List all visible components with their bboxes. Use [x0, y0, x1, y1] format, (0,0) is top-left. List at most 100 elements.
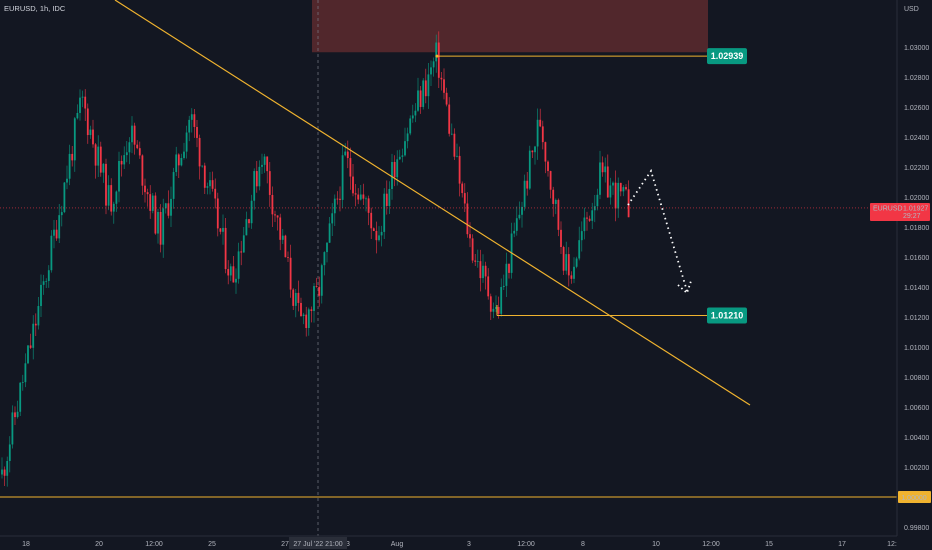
candle-body: [404, 141, 406, 156]
candle-body: [560, 229, 562, 248]
candle-body: [11, 412, 14, 445]
candle-body: [164, 203, 167, 209]
crosshair-time-label: 27 Jul '22 21:00: [293, 541, 342, 548]
candle-body: [120, 160, 123, 165]
candle-body: [544, 142, 547, 162]
candle-body: [318, 286, 321, 296]
current-price-box: [870, 202, 930, 221]
candle-body: [479, 261, 482, 279]
candle-body: [40, 284, 42, 307]
time-axis[interactable]: 18 20 12:00 25 27 3 Aug 3 12:00 8 10 12:00 15 17 12:: [22, 541, 897, 548]
candle-body: [232, 266, 235, 283]
candle-body: [430, 67, 432, 75]
candle-body: [268, 171, 271, 195]
projection-path[interactable]: [627, 168, 688, 292]
trendline[interactable]: [114, 0, 751, 406]
candles: [1, 31, 630, 487]
candle-body: [302, 314, 305, 317]
candle-body: [99, 146, 102, 173]
candle-body: [409, 118, 412, 134]
candle-body: [198, 137, 201, 167]
candle-body: [263, 156, 266, 165]
price-tick-label: 1.02400: [904, 135, 929, 142]
candle-body: [92, 129, 94, 145]
time-tick-label: 20: [95, 541, 103, 548]
candle-body: [206, 186, 209, 188]
candle-body: [580, 231, 583, 241]
candle-body: [1, 469, 3, 475]
candle-body: [417, 90, 419, 111]
candle-body: [279, 217, 282, 240]
candle-body: [492, 308, 495, 312]
current-price-value: 1.01927: [903, 205, 928, 212]
candle-body: [461, 183, 464, 194]
candle-body: [188, 119, 191, 133]
candle-body: [53, 229, 55, 236]
candle-body: [307, 309, 310, 329]
candle-body: [591, 210, 594, 221]
candle-body: [557, 199, 560, 230]
candle-body: [432, 61, 435, 68]
candle-body: [136, 144, 139, 149]
candle-body: [58, 215, 61, 239]
candle-body: [609, 185, 612, 198]
candle-body: [6, 460, 9, 476]
candle-body: [170, 198, 172, 216]
candle-body: [216, 198, 219, 229]
level-label-high[interactable]: 1.02939: [707, 48, 747, 65]
price-tick-label: 1.02200: [904, 165, 929, 172]
candle-body: [214, 188, 217, 199]
candle-body: [406, 133, 409, 142]
candle-body: [8, 444, 11, 461]
candle-body: [242, 235, 245, 253]
candle-body: [588, 218, 591, 221]
candle-body: [287, 257, 289, 259]
level-label-low[interactable]: 1.01210: [707, 307, 747, 324]
price-tick-label: 0.99800: [904, 525, 929, 532]
candle-body: [606, 166, 609, 198]
candle-body: [341, 155, 344, 200]
candle-body: [458, 155, 461, 184]
candle-body: [229, 266, 232, 276]
candle-body: [289, 257, 292, 290]
candle-body: [128, 142, 131, 153]
candle-body: [622, 187, 625, 192]
candle-body: [424, 80, 427, 97]
candle-body: [328, 223, 331, 243]
candle-body: [354, 193, 357, 195]
candle-body: [391, 161, 393, 189]
candle-body: [245, 219, 248, 236]
candle-body: [253, 171, 256, 201]
candle-body: [224, 227, 227, 270]
candle-body: [339, 198, 341, 200]
candle-body: [466, 203, 469, 235]
candle-body: [146, 192, 149, 195]
candle-body: [401, 155, 404, 157]
candle-body: [625, 187, 627, 190]
candle-body: [448, 104, 451, 134]
candle-body: [133, 125, 136, 145]
candle-body: [29, 345, 32, 348]
time-tick-label: 8: [581, 541, 585, 548]
candle-body: [63, 182, 66, 213]
candle-body: [297, 292, 300, 303]
price-axis[interactable]: 1.03000 1.02800 1.02600 1.02400 1.02200 1.020…: [904, 45, 929, 532]
candle-body: [323, 252, 326, 266]
candle-body: [336, 198, 339, 200]
candle-body: [274, 214, 276, 216]
candle-body: [266, 156, 269, 172]
candle-body: [362, 194, 365, 199]
supply-zone[interactable]: [312, 0, 708, 53]
candle-body: [237, 251, 240, 279]
time-tick-label: 10: [652, 541, 660, 548]
candle-body: [437, 42, 440, 78]
price-tick-label: 1.00800: [904, 375, 929, 382]
candle-body: [627, 189, 630, 218]
candle-body: [172, 172, 175, 199]
candle-body: [89, 129, 92, 136]
candle-body: [508, 263, 510, 273]
current-price-tag: EURUSD 1.01927 29:27: [870, 202, 930, 221]
candle-body: [443, 79, 445, 93]
candle-body: [261, 164, 263, 167]
